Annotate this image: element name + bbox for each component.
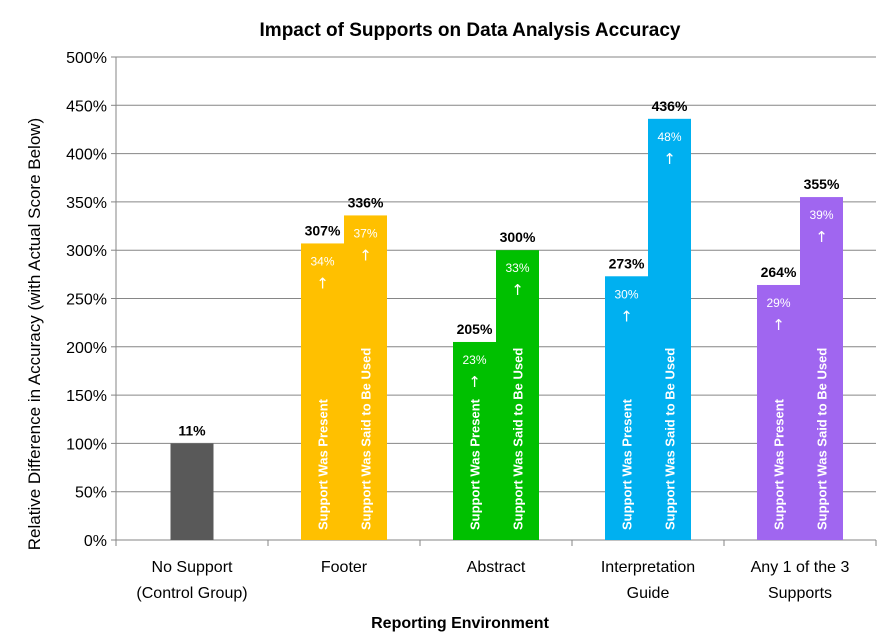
bar-score-label: 33%: [505, 261, 529, 275]
bar: [301, 243, 344, 541]
y-tick-label: 50%: [75, 485, 107, 502]
bar-inner-label: Support Was Said to Be Used: [663, 348, 678, 530]
bar-value-label: 11%: [178, 422, 206, 438]
bar: [800, 197, 843, 540]
up-arrow-icon: ↑: [468, 373, 481, 391]
bar-inner-label: Support Was Present: [620, 398, 635, 530]
x-category-label: Interpretation: [601, 559, 695, 576]
bar-inner-label: Support Was Present: [316, 398, 331, 530]
y-axis-ticks: 0% 50% 100% 150% 200% 250% 300% 350% 400% 450% 500…: [66, 50, 116, 550]
bar: [453, 341, 496, 540]
up-arrow-icon: ↑: [663, 150, 676, 168]
x-category-label: (Control Group): [136, 585, 247, 602]
x-axis-categories: No Support (Control Group) Footer Abstract I…: [115, 540, 877, 602]
x-category-label: Guide: [627, 585, 670, 602]
bar-value-label: 300%: [500, 229, 536, 245]
y-tick-label: 250%: [66, 292, 107, 309]
up-arrow-icon: ↑: [772, 316, 785, 334]
bar-value-label: 436%: [652, 98, 688, 114]
up-arrow-icon: ↑: [359, 246, 372, 264]
bar-inner-label: Support Was Said to Be Used: [815, 348, 830, 530]
bar-inner-label: Support Was Present: [468, 398, 483, 530]
bar-value-label: 355%: [804, 176, 840, 192]
y-tick-label: 0%: [84, 533, 107, 550]
bar: [496, 250, 539, 540]
x-category-label: Footer: [321, 559, 368, 576]
bar: [757, 284, 800, 540]
bars: 11% 307% 34% ↑ Support Was Present 336% 37% ↑ Su…: [170, 98, 843, 541]
y-tick-label: 100%: [66, 436, 107, 453]
bar-score-label: 30%: [614, 287, 638, 301]
y-tick-label: 500%: [66, 50, 107, 67]
bar-score-label: 48%: [657, 130, 681, 144]
y-tick-label: 150%: [66, 388, 107, 405]
up-arrow-icon: ↑: [620, 307, 633, 325]
bar-inner-label: Support Was Present: [772, 398, 787, 530]
up-arrow-icon: ↑: [316, 274, 329, 292]
bar: [648, 118, 691, 540]
y-tick-label: 350%: [66, 195, 107, 212]
bar-value-label: 273%: [609, 255, 645, 271]
bar-score-label: 37%: [353, 226, 377, 240]
bar-inner-label: Support Was Said to Be Used: [511, 348, 526, 530]
y-axis-title: Relative Difference in Accuracy (with Ac…: [25, 118, 44, 550]
bar-inner-label: Support Was Said to Be Used: [359, 348, 374, 530]
bar-score-label: 34%: [310, 254, 334, 268]
bar: [605, 276, 648, 540]
y-tick-label: 450%: [66, 98, 107, 115]
bar-score-label: 29%: [766, 296, 790, 310]
y-tick-label: 200%: [66, 340, 107, 357]
bar: [170, 443, 214, 540]
up-arrow-icon: ↑: [511, 281, 524, 299]
x-category-label: Any 1 of the 3: [751, 559, 850, 576]
bar-value-label: 264%: [761, 264, 797, 280]
up-arrow-icon: ↑: [815, 228, 828, 246]
x-category-label: No Support: [152, 559, 233, 576]
x-category-label: Abstract: [467, 559, 526, 576]
chart-title: Impact of Supports on Data Analysis Accu…: [260, 20, 681, 41]
bar-score-label: 23%: [462, 353, 486, 367]
y-tick-label: 400%: [66, 147, 107, 164]
bar-value-label: 205%: [457, 321, 493, 337]
y-tick-label: 300%: [66, 243, 107, 260]
bar-score-label: 39%: [809, 208, 833, 222]
bar-value-label: 307%: [305, 222, 341, 238]
bar-value-label: 336%: [348, 194, 384, 210]
bar: [344, 215, 387, 540]
x-axis-title: Reporting Environment: [371, 615, 549, 632]
x-category-label: Supports: [768, 585, 832, 602]
